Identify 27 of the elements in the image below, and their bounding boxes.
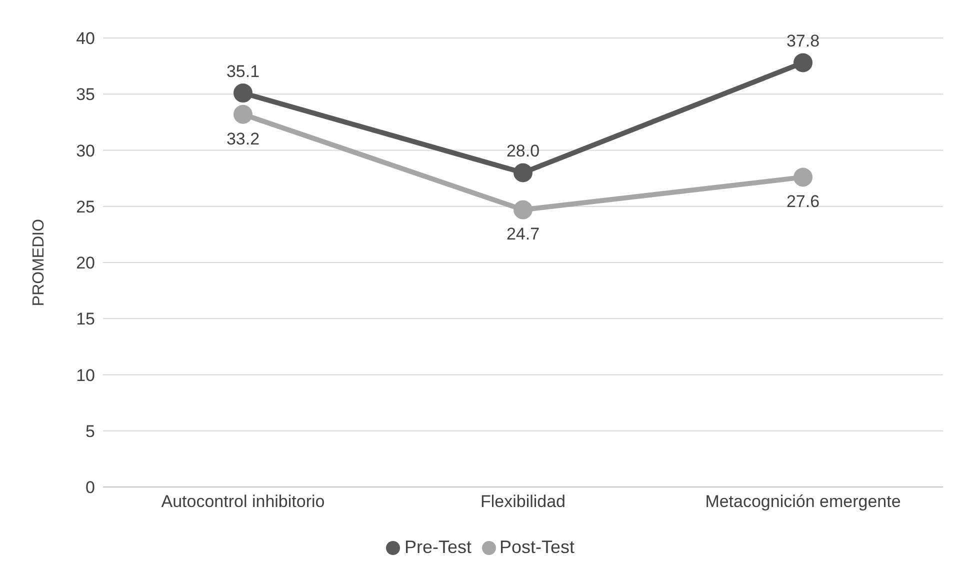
data-label: 24.7 bbox=[506, 224, 540, 244]
data-label: 28.0 bbox=[506, 142, 540, 161]
y-tick-label: 35 bbox=[76, 85, 95, 104]
data-label: 37.8 bbox=[786, 32, 820, 51]
data-label: 35.1 bbox=[226, 62, 260, 82]
x-tick-label: Autocontrol inhibitorio bbox=[161, 492, 325, 512]
y-tick-label: 15 bbox=[76, 310, 95, 329]
point bbox=[234, 104, 252, 124]
point bbox=[794, 53, 812, 72]
point bbox=[514, 200, 532, 220]
point bbox=[514, 163, 532, 182]
x-tick-label: Metacognición emergente bbox=[705, 492, 901, 512]
y-tick-label: 0 bbox=[86, 478, 95, 498]
y-tick-label: 5 bbox=[86, 422, 95, 441]
point bbox=[234, 84, 252, 103]
data-label: 27.6 bbox=[786, 192, 820, 212]
legend-label: Pre-Test bbox=[404, 537, 472, 557]
data-label: 33.2 bbox=[226, 129, 260, 148]
y-axis-title: PROMEDIO bbox=[30, 218, 48, 306]
y-tick-label: 30 bbox=[76, 141, 95, 160]
y-tick-label: 25 bbox=[76, 197, 95, 216]
point bbox=[794, 168, 812, 187]
legend-label: Post-Test bbox=[500, 537, 575, 557]
y-tick-label: 20 bbox=[76, 254, 95, 273]
y-tick-label: 40 bbox=[76, 29, 95, 48]
y-tick-label: 10 bbox=[76, 366, 95, 385]
x-tick-label: Flexibilidad bbox=[480, 492, 566, 512]
